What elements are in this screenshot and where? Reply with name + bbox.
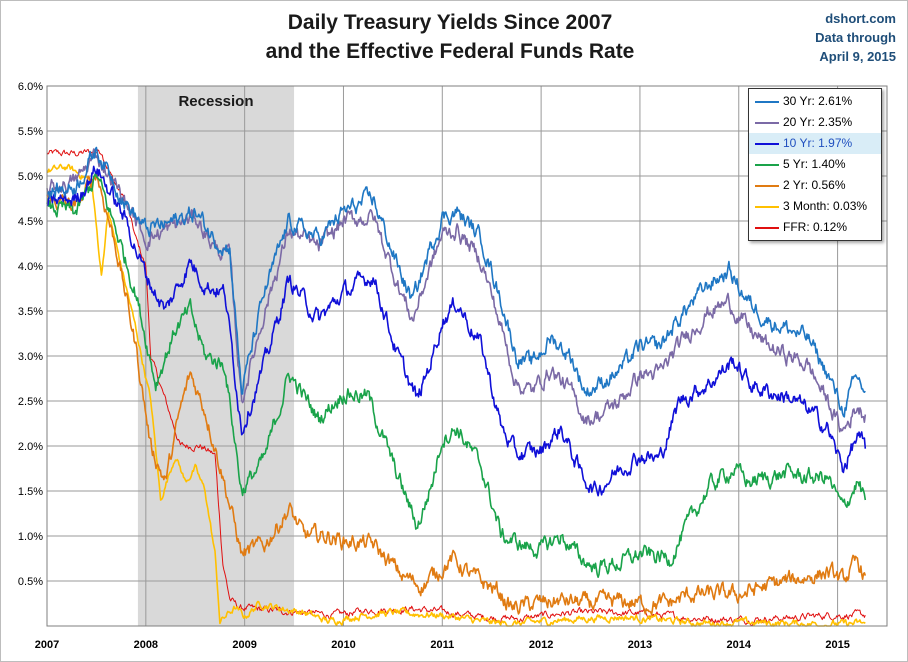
y-tick-label: 5.0% <box>18 171 43 183</box>
y-tick-label: 3.0% <box>18 351 43 363</box>
source-site: dshort.com <box>825 11 896 26</box>
source-note: dshort.com Data through April 9, 2015 <box>815 9 896 66</box>
plot-area <box>46 85 888 627</box>
y-tick-label: 0.5% <box>18 576 43 588</box>
y-tick-label: 4.0% <box>18 261 43 273</box>
legend-label: 20 Yr: 2.35% <box>783 115 853 129</box>
series-line-5-yr <box>46 172 867 578</box>
legend-item: 20 Yr: 2.35% <box>749 112 881 133</box>
legend-label: 2 Yr: 0.56% <box>783 178 846 192</box>
legend-item: 30 Yr: 2.61% <box>749 91 881 112</box>
chart-title-line2: and the Effective Federal Funds Rate <box>265 40 635 63</box>
series-line-ffr <box>46 148 866 627</box>
y-tick-label: 1.5% <box>18 486 43 498</box>
legend-label: 5 Yr: 1.40% <box>783 157 846 171</box>
x-tick-label: 2015 <box>825 639 849 651</box>
source-data-through: Data through <box>815 30 896 45</box>
legend-swatch <box>755 206 779 208</box>
x-tick-label: 2013 <box>628 639 652 651</box>
legend-item: 5 Yr: 1.40% <box>749 154 881 175</box>
legend-item: 3 Month: 0.03% <box>749 196 881 217</box>
x-tick-label: 2007 <box>35 639 59 651</box>
y-tick-label: 3.5% <box>18 306 43 318</box>
y-tick-label: 6.0% <box>18 81 43 93</box>
legend-swatch <box>755 164 779 166</box>
legend-item: 2 Yr: 0.56% <box>749 175 881 196</box>
legend-item: 10 Yr: 1.97% <box>749 133 881 154</box>
legend: 30 Yr: 2.61% 20 Yr: 2.35% 10 Yr: 1.97% 5 Yr… <box>748 88 882 241</box>
legend-swatch <box>755 185 779 187</box>
legend-swatch <box>755 227 779 229</box>
y-tick-label: 2.0% <box>18 441 43 453</box>
series-line-3-month <box>46 163 866 627</box>
chart-title: Daily Treasury Yields Since 2007 and the… <box>150 8 750 66</box>
series-line-10-yr <box>46 165 867 497</box>
y-tick-label: 4.5% <box>18 216 43 228</box>
chart-title-line1: Daily Treasury Yields Since 2007 <box>287 11 613 34</box>
y-tick-label: 1.0% <box>18 531 43 543</box>
legend-swatch <box>755 143 779 145</box>
x-tick-label: 2012 <box>529 639 553 651</box>
x-tick-label: 2009 <box>232 639 256 651</box>
legend-label: 10 Yr: 1.97% <box>783 136 853 150</box>
x-tick-label: 2010 <box>331 639 355 651</box>
legend-label: 3 Month: 0.03% <box>783 199 868 213</box>
x-tick-label: 2011 <box>430 639 454 651</box>
legend-item: FFR: 0.12% <box>749 217 881 238</box>
y-tick-label: 2.5% <box>18 396 43 408</box>
recession-label: Recession <box>178 93 253 110</box>
x-tick-label: 2008 <box>134 639 158 651</box>
legend-label: 30 Yr: 2.61% <box>783 94 853 108</box>
legend-swatch <box>755 101 779 103</box>
series-line-2-yr <box>46 172 867 616</box>
y-tick-label: 5.5% <box>18 126 43 138</box>
legend-swatch <box>755 122 779 124</box>
source-date: April 9, 2015 <box>819 49 896 64</box>
x-tick-label: 2014 <box>727 639 752 651</box>
series-line-30-yr <box>46 146 866 418</box>
legend-label: FFR: 0.12% <box>783 220 848 234</box>
